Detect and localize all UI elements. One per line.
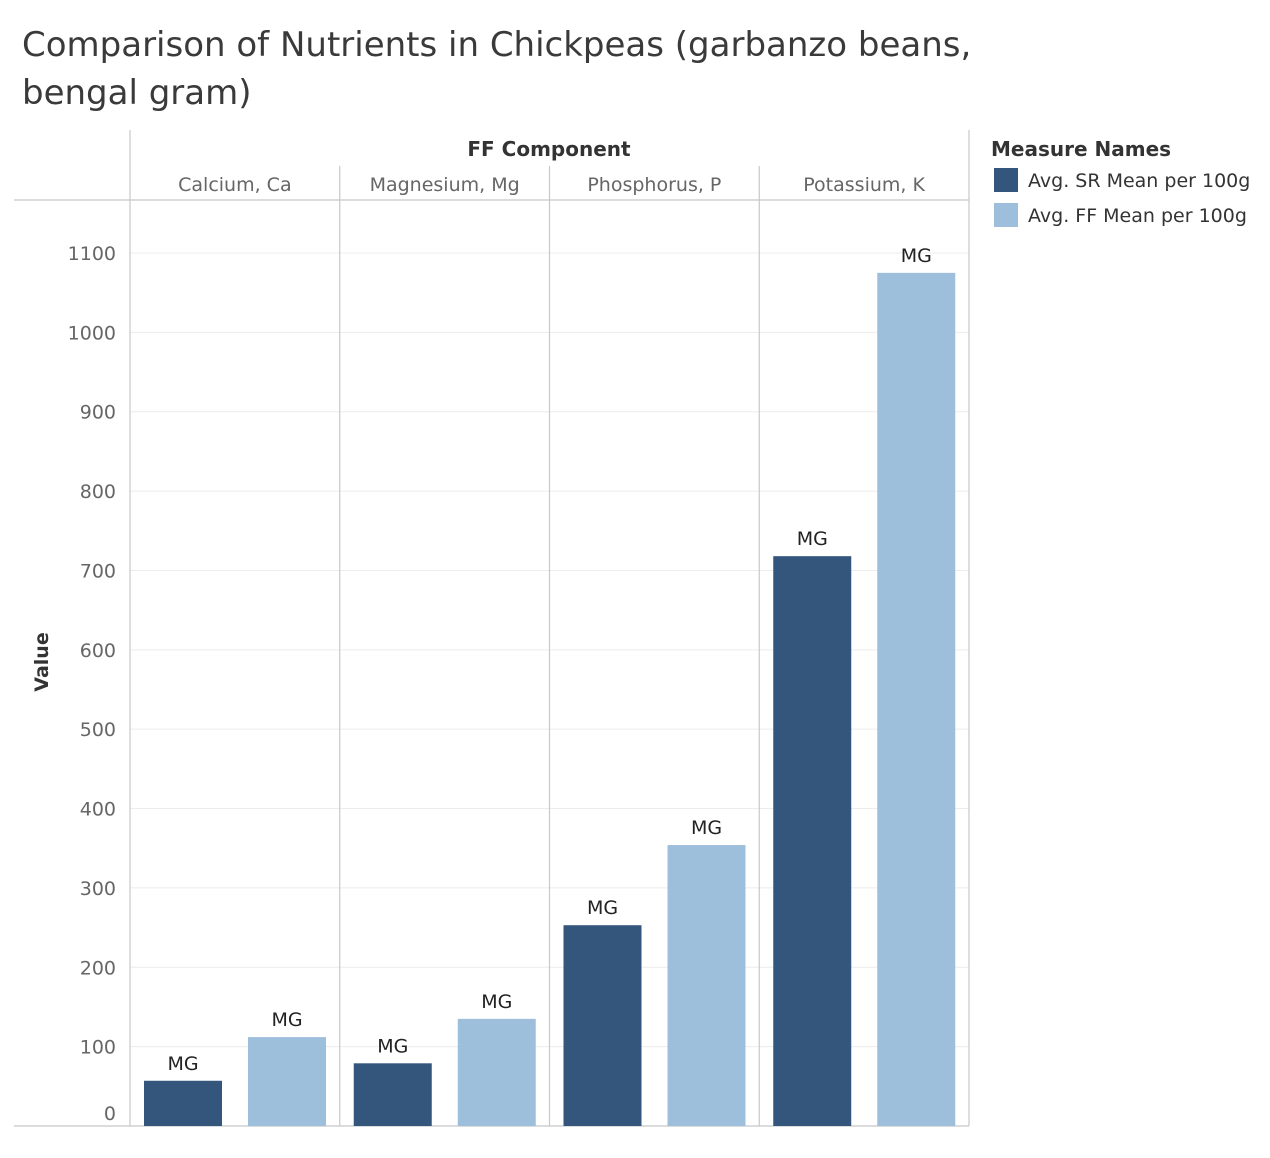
data-label: MG <box>691 817 722 839</box>
bar <box>248 1037 326 1126</box>
y-tick-label: 800 <box>80 481 116 503</box>
y-tick-label: 0 <box>104 1103 116 1125</box>
panel-label: Potassium, K <box>803 174 925 196</box>
data-label: MG <box>377 1035 408 1057</box>
y-axis-title: Value <box>31 632 53 691</box>
legend-label: Avg. FF Mean per 100g <box>1028 205 1247 227</box>
y-tick-label: 400 <box>80 799 116 821</box>
panel-label: Calcium, Ca <box>178 174 291 196</box>
y-tick-label: 500 <box>80 719 116 741</box>
y-tick-label: 700 <box>80 560 116 582</box>
y-tick-label: 200 <box>80 957 116 979</box>
bar <box>353 1063 432 1126</box>
chart-title-line1: Comparison of Nutrients in Chickpeas (ga… <box>22 25 971 65</box>
y-axis-ticks: 0 100 200 300 400 500 600 700 800 900 1000 1100 <box>68 243 116 1125</box>
panel-label: Magnesium, Mg <box>370 174 520 196</box>
legend: Measure Names Avg. SR Mean per 100g Avg. … <box>991 137 1250 227</box>
data-label: MG <box>901 245 932 267</box>
chart-title-line2: bengal gram) <box>22 73 252 113</box>
data-label: MG <box>481 991 512 1013</box>
bars <box>144 272 956 1126</box>
bar <box>773 556 852 1126</box>
y-tick-label: 1100 <box>68 243 116 265</box>
data-label: MG <box>271 1009 302 1031</box>
legend-swatch <box>994 168 1018 192</box>
data-label: MG <box>167 1053 198 1075</box>
bar <box>877 272 956 1126</box>
bar <box>144 1080 222 1126</box>
y-tick-label: 600 <box>80 640 116 662</box>
legend-label: Avg. SR Mean per 100g <box>1028 170 1250 192</box>
bar <box>563 925 642 1126</box>
y-tick-label: 900 <box>80 402 116 424</box>
y-tick-label: 100 <box>80 1037 116 1059</box>
data-labels: MG MG MG MG MG MG MG MG <box>167 245 931 1075</box>
data-label: MG <box>797 528 828 550</box>
data-label: MG <box>587 897 618 919</box>
bar <box>457 1018 536 1126</box>
panel-labels: Calcium, Ca Magnesium, Mg Phosphorus, P Pot… <box>178 174 925 196</box>
legend-swatch <box>994 203 1018 227</box>
legend-title: Measure Names <box>991 137 1171 161</box>
panel-label: Phosphorus, P <box>587 174 721 196</box>
bar <box>667 845 746 1126</box>
y-tick-label: 300 <box>80 878 116 900</box>
column-header: FF Component <box>467 137 631 161</box>
y-tick-label: 1000 <box>68 322 116 344</box>
